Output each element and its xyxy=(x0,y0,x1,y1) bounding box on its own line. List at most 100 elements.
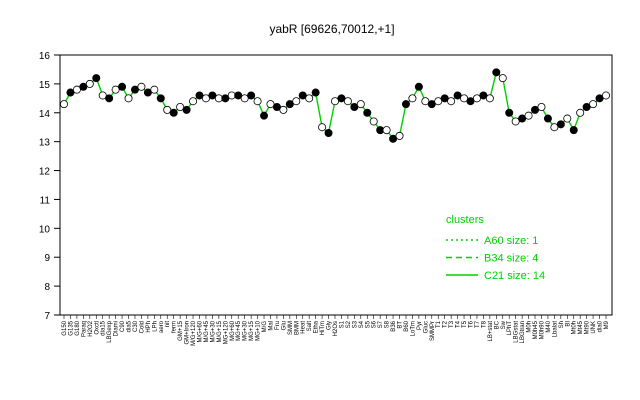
x-tick-label: M/G+60 xyxy=(198,320,204,342)
x-tick-label: MG+45 xyxy=(236,320,242,341)
data-point xyxy=(156,94,165,103)
data-point xyxy=(169,108,178,117)
data-point xyxy=(550,123,559,132)
data-point xyxy=(453,91,462,100)
x-tick-label: MG+10 xyxy=(256,320,262,341)
data-point xyxy=(505,108,514,117)
data-point xyxy=(595,94,604,103)
x-tick-label: T4 xyxy=(456,320,462,328)
x-tick-label: MG+15 xyxy=(249,320,255,341)
data-point xyxy=(350,103,359,112)
legend-label: B34 size: 4 xyxy=(484,253,538,265)
y-tick-label: 14 xyxy=(39,109,51,120)
x-tick-label: B60 xyxy=(404,320,410,331)
data-point xyxy=(401,100,410,109)
plot-border xyxy=(59,54,613,316)
x-tick-label: nit xyxy=(165,321,171,328)
x-tick-label: SMM xyxy=(288,321,294,335)
data-point xyxy=(118,82,127,91)
x-tick-label: H2O2 xyxy=(88,320,94,336)
data-point xyxy=(466,97,475,106)
data-point xyxy=(363,108,372,117)
x-tick-label: S2 xyxy=(346,320,352,328)
data-point xyxy=(440,94,449,103)
x-tick-label: BMM xyxy=(294,321,300,335)
x-tick-label: Lbalat xyxy=(552,321,558,338)
x-tick-label: Sh xyxy=(559,321,565,328)
x-tick-label: UNK xyxy=(591,321,597,334)
data-point xyxy=(337,94,346,103)
x-tick-label: B36 xyxy=(391,320,397,331)
x-tick-label: Paraq xyxy=(81,321,87,337)
x-tick-label: MG+60 xyxy=(230,320,236,341)
x-tick-label: S8 xyxy=(385,320,391,328)
x-tick-label: Gluc xyxy=(423,321,429,333)
y-tick-label: 15 xyxy=(39,80,51,91)
x-tick-label: BC xyxy=(494,320,500,329)
data-point xyxy=(298,91,307,100)
data-point xyxy=(221,94,230,103)
y-tick-label: 8 xyxy=(44,282,50,293)
data-point xyxy=(208,91,217,100)
x-tick-label: T2 xyxy=(443,320,449,328)
legend-title: clusters xyxy=(446,214,484,226)
y-tick-label: 13 xyxy=(39,138,51,149)
x-tick-label: Glu xyxy=(281,321,287,330)
data-point xyxy=(260,111,269,120)
data-point xyxy=(460,94,469,103)
x-tick-label: T3 xyxy=(449,320,455,328)
data-point xyxy=(105,94,114,103)
x-tick-label: Cold xyxy=(139,321,145,333)
data-point xyxy=(569,126,578,135)
x-tick-label: M0h90 xyxy=(539,320,545,339)
data-point xyxy=(589,100,598,109)
x-tick-label: M/G+30 xyxy=(210,320,216,342)
data-point xyxy=(60,100,69,109)
data-point xyxy=(137,82,146,91)
data-point xyxy=(266,100,275,109)
x-tick-label: M/G+45 xyxy=(204,320,210,342)
y-tick-label: 10 xyxy=(39,224,51,235)
x-tick-label: G180 xyxy=(75,320,81,335)
x-tick-label: Salt xyxy=(307,321,313,332)
x-tick-label: ferm xyxy=(172,321,178,333)
x-tick-label: dia0 xyxy=(598,320,604,332)
x-tick-label: aero xyxy=(159,320,165,333)
data-point xyxy=(485,94,494,103)
data-point xyxy=(369,117,378,126)
x-tick-label: SMMPr xyxy=(430,321,436,341)
x-tick-label: M40 xyxy=(546,320,552,332)
x-tick-label: T7 xyxy=(475,320,481,328)
x-tick-label: LPh xyxy=(152,321,158,332)
x-tick-label: LPhT xyxy=(507,321,513,336)
x-tick-label: Mt45 xyxy=(578,320,584,334)
data-point xyxy=(408,94,417,103)
x-tick-label: GM+15 xyxy=(178,320,184,341)
data-point xyxy=(556,120,565,129)
data-point xyxy=(330,97,339,106)
data-point xyxy=(576,108,585,117)
data-point xyxy=(305,94,314,103)
data-point xyxy=(343,97,352,106)
legend-label: A60 size: 1 xyxy=(484,235,538,247)
data-point xyxy=(479,91,488,100)
x-tick-label: LBGstat xyxy=(514,321,520,343)
data-point xyxy=(582,103,591,112)
data-point xyxy=(130,85,139,94)
data-point xyxy=(279,105,288,114)
x-tick-label: Heat xyxy=(301,321,307,334)
x-tick-label: S3 xyxy=(352,320,358,328)
data-point xyxy=(195,91,204,100)
data-point xyxy=(143,88,152,97)
x-tick-label: M/G+15 xyxy=(217,320,223,342)
data-point xyxy=(318,123,327,132)
data-point xyxy=(163,105,172,114)
data-point xyxy=(247,91,256,100)
x-tick-label: MG+120 xyxy=(223,320,229,344)
x-tick-label: M/G xyxy=(262,321,268,333)
data-point xyxy=(85,79,94,88)
x-tick-label: S7 xyxy=(378,320,384,328)
data-point xyxy=(285,100,294,109)
x-tick-label: Mt0h xyxy=(572,321,578,334)
